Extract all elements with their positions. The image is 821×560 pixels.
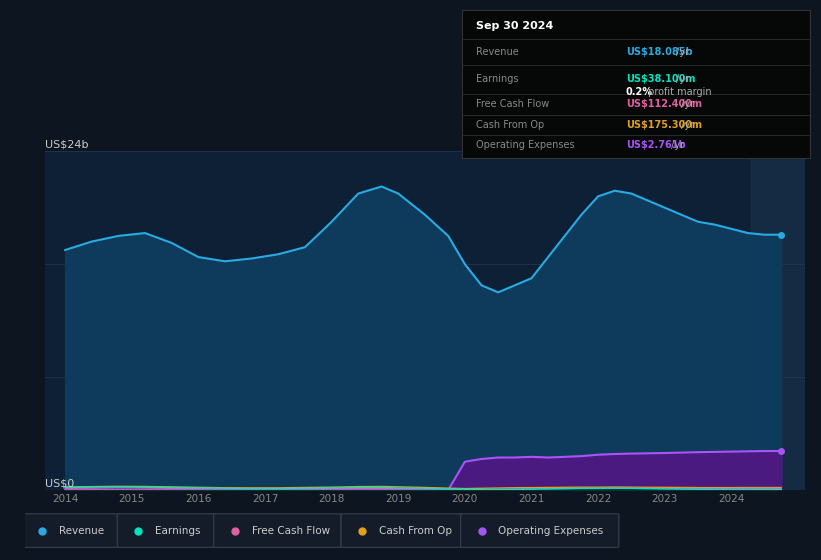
Text: /yr: /yr (677, 100, 694, 110)
Text: US$24b: US$24b (45, 139, 89, 150)
Text: US$38.100m: US$38.100m (626, 73, 695, 83)
Text: Sep 30 2024: Sep 30 2024 (476, 21, 553, 31)
Text: US$175.300m: US$175.300m (626, 120, 702, 130)
Text: /yr: /yr (677, 120, 694, 130)
FancyBboxPatch shape (21, 514, 120, 547)
Text: Free Cash Flow: Free Cash Flow (251, 526, 330, 535)
Text: /yr: /yr (673, 73, 689, 83)
FancyBboxPatch shape (117, 514, 216, 547)
FancyBboxPatch shape (461, 514, 619, 547)
Text: 0.2%: 0.2% (626, 87, 653, 97)
Text: US$18.085b: US$18.085b (626, 47, 692, 57)
FancyBboxPatch shape (213, 514, 341, 547)
Text: Revenue: Revenue (58, 526, 103, 535)
Bar (751, 151, 805, 490)
Text: Operating Expenses: Operating Expenses (498, 526, 603, 535)
Text: Free Cash Flow: Free Cash Flow (476, 100, 549, 110)
Text: /yr: /yr (668, 139, 684, 150)
Text: Revenue: Revenue (476, 47, 519, 57)
Text: Operating Expenses: Operating Expenses (476, 139, 575, 150)
Text: US$2.761b: US$2.761b (626, 139, 686, 150)
Text: Cash From Op: Cash From Op (476, 120, 544, 130)
Text: /yr: /yr (673, 47, 689, 57)
Text: Earnings: Earnings (476, 73, 519, 83)
FancyBboxPatch shape (341, 514, 463, 547)
Text: US$112.400m: US$112.400m (626, 100, 702, 110)
Text: profit margin: profit margin (645, 87, 712, 97)
Text: Cash From Op: Cash From Op (378, 526, 452, 535)
Text: US$0: US$0 (45, 478, 75, 488)
Text: Earnings: Earnings (155, 526, 200, 535)
